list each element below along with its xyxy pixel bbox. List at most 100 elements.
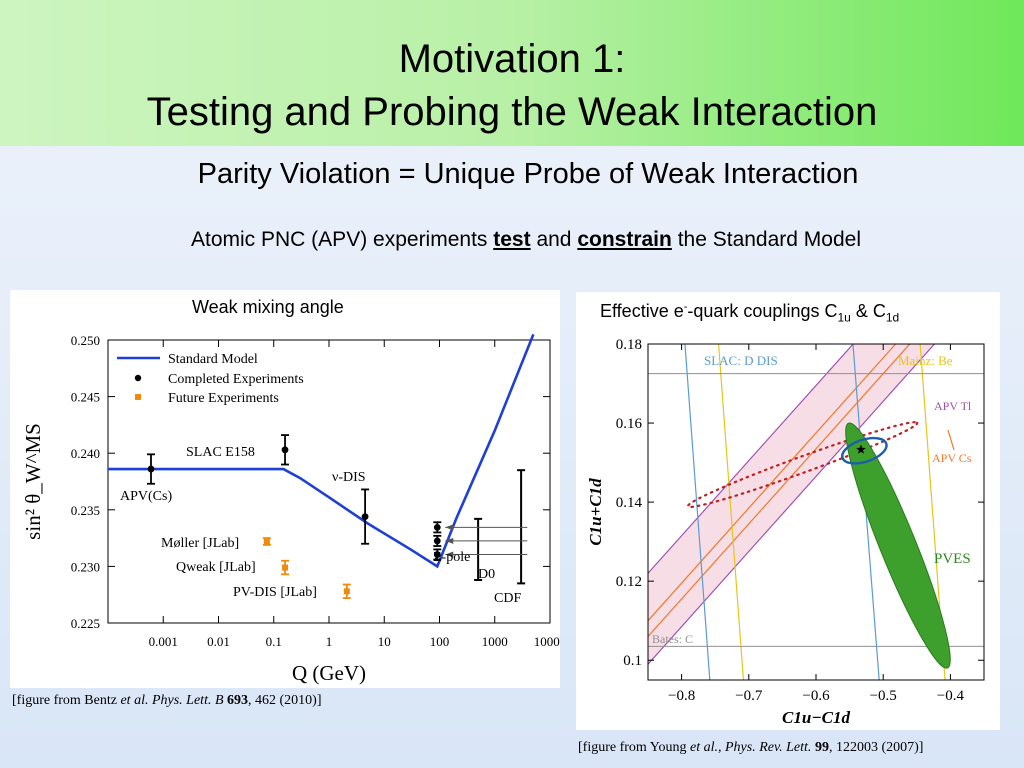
apv-cs-pointer xyxy=(947,429,955,451)
y-tick-label: 0.16 xyxy=(616,416,643,432)
y-tick-label: 0.235 xyxy=(71,503,100,518)
x-tick-label: 1000 xyxy=(482,634,508,649)
legend-sm-label: Standard Model xyxy=(168,352,258,367)
legend-completed-swatch xyxy=(134,374,142,382)
slac-band-left xyxy=(684,344,711,680)
y-tick-label: 0.1 xyxy=(623,653,642,669)
weak-mixing-angle-chart: 0.225 0.230 0.235 0.240 0.245 0.250 0.001 0.01 0… xyxy=(21,333,560,685)
left-citation-pre: [figure from Bentz xyxy=(12,693,121,708)
statement-test: test xyxy=(493,228,531,251)
left-citation-volume: 693 xyxy=(227,693,249,708)
global-fit-ellipse xyxy=(841,436,888,465)
label-nu-dis: ν-DIS xyxy=(332,470,366,485)
x-tick-label: 0.01 xyxy=(207,634,230,649)
legend-completed-label: Completed Experiments xyxy=(168,372,304,387)
standard-model-star xyxy=(856,444,866,454)
label-z-pole: Z-pole xyxy=(433,550,470,565)
z-pole-arrowhead xyxy=(445,551,454,558)
statement-post: the Standard Model xyxy=(671,228,861,251)
x-tick-label: 0.1 xyxy=(266,634,282,649)
x-axis-label: C1u−C1d xyxy=(782,708,850,727)
weak-mixing-angle-panel: Weak mixing angle 0.225 0.230 0.235 0.240 0.… xyxy=(10,290,560,688)
future-point-marker xyxy=(343,588,350,595)
mainz-band-left xyxy=(717,344,745,680)
slide-title-line1: Motivation 1: xyxy=(398,37,626,81)
right-citation-volume: 99 xyxy=(814,740,829,755)
slide-statement: Atomic PNC (APV) experiments test and co… xyxy=(0,228,1024,252)
band-label-pves: PVES xyxy=(934,551,971,567)
y-axis-label: C1u+C1d xyxy=(586,478,605,546)
statement-constrain: constrain xyxy=(577,228,672,251)
x-tick-label: −0.8 xyxy=(668,688,695,704)
completed-point-marker xyxy=(281,446,289,454)
standard-model-curve xyxy=(108,333,535,569)
x-tick-label: 0.001 xyxy=(149,634,178,649)
right-title-b: -quark couplings C xyxy=(687,301,838,321)
label-slac-e158: SLAC E158 xyxy=(186,445,255,460)
right-title-sup: - xyxy=(683,301,688,313)
y-tick-label: 0.245 xyxy=(71,390,100,405)
left-citation-post: , 462 (2010)] xyxy=(248,693,322,708)
right-title-c: & C xyxy=(850,301,886,321)
completed-point-marker xyxy=(433,537,441,545)
label-qweak: Qweak [JLab] xyxy=(176,560,256,575)
completed-point-marker xyxy=(433,523,441,531)
band-label-apv-tl: APV Tl xyxy=(934,399,972,413)
right-citation-post: , 122003 (2007)] xyxy=(828,740,924,755)
label-pv-dis: PV-DIS [JLab] xyxy=(233,585,317,600)
slide-subtitle: Parity Violation = Unique Probe of Weak … xyxy=(197,158,859,190)
right-title-sub2: 1d xyxy=(885,310,900,325)
combined-dotted-ellipse xyxy=(686,421,919,509)
completed-point-marker xyxy=(361,513,369,520)
y-tick-label: 0.225 xyxy=(71,616,100,631)
band-label-slac: SLAC: D DIS xyxy=(704,353,778,368)
y-tick-label: 0.240 xyxy=(71,446,100,461)
x-tick-label: −0.7 xyxy=(735,688,763,704)
x-tick-label: −0.6 xyxy=(802,688,830,704)
band-label-mainz: Mainz: Be xyxy=(898,353,953,368)
right-citation: [figure from Young et al., Phys. Rev. Le… xyxy=(578,740,923,756)
right-title-a: Effective e xyxy=(600,301,684,321)
couplings-chart: −0.8 −0.7 −0.6 −0.5 −0.4 0.1 0.12 0.14 0.16 0.18 C… xyxy=(586,337,985,727)
band-label-bates: Bates: C xyxy=(652,632,693,646)
z-pole-arrowhead xyxy=(445,537,454,544)
statement-mid: and xyxy=(530,228,578,251)
legend-future-swatch xyxy=(135,394,141,400)
apv-cs-band-edge xyxy=(648,344,897,622)
y-tick-label: 0.230 xyxy=(71,559,100,574)
pves-ellipse xyxy=(845,422,951,669)
y-axis-label: sin² θ_W^MS xyxy=(21,423,45,540)
label-cdf: CDF xyxy=(494,591,521,606)
apv-cs-band-edge xyxy=(648,344,911,638)
title-banner: Motivation 1: Testing and Probing the We… xyxy=(0,0,1024,146)
x-tick-label: 10000 xyxy=(534,634,560,649)
x-tick-label: −0.5 xyxy=(870,688,897,704)
completed-point-marker xyxy=(147,465,155,473)
right-title-sub1: 1u xyxy=(837,310,851,325)
x-tick-label: 10 xyxy=(378,634,391,649)
right-citation-pre: [figure from Young xyxy=(578,740,690,755)
z-pole-arrowhead xyxy=(445,524,454,531)
right-citation-journal: et al., Phys. Rev. Lett. xyxy=(690,740,812,755)
x-tick-label: 1 xyxy=(326,634,333,649)
statement-pre: Atomic PNC (APV) experiments xyxy=(191,228,494,251)
apv-tl-band-edge xyxy=(648,344,854,575)
right-panel-title: Effective e--quark couplings C1u & C1d xyxy=(600,301,899,325)
future-point-marker xyxy=(282,564,289,571)
left-citation: [figure from Bentz et al. Phys. Lett. B … xyxy=(12,693,322,709)
label-apv-cs: APV(Cs) xyxy=(120,489,172,504)
couplings-panel: Effective e--quark couplings C1u & C1d −… xyxy=(576,292,1000,730)
label-moller: Møller [JLab] xyxy=(161,536,239,551)
completed-point-marker xyxy=(433,551,441,558)
apv-tl-band-edge xyxy=(648,344,936,666)
y-tick-label: 0.18 xyxy=(616,337,642,353)
y-tick-label: 0.250 xyxy=(71,333,100,348)
band-label-apv-cs: APV Cs xyxy=(932,451,972,465)
y-tick-label: 0.12 xyxy=(616,574,642,590)
slide-title-line2: Testing and Probing the Weak Interaction xyxy=(146,90,878,134)
future-point-marker xyxy=(263,538,270,545)
left-citation-journal: et al. Phys. Lett. B xyxy=(120,693,224,708)
x-axis-label: Q (GeV) xyxy=(292,661,366,685)
legend-future-label: Future Experiments xyxy=(168,391,279,406)
x-tick-label: −0.4 xyxy=(937,688,965,704)
